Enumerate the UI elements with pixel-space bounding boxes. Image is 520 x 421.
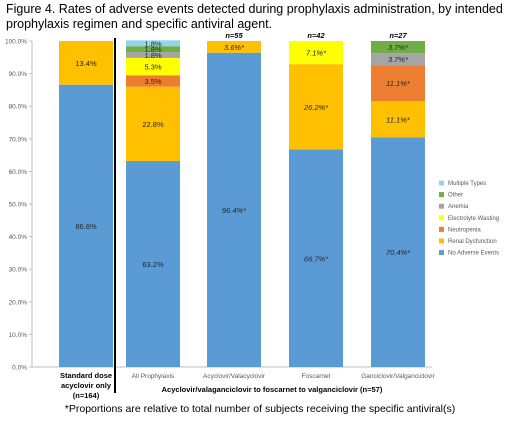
category-label: Acyclovir/Valacyclovir [203, 373, 266, 380]
legend-label: Multiple Types [448, 181, 486, 187]
category-label: All Prophylaxis [132, 373, 175, 380]
category-label: (n=164) [73, 391, 100, 400]
legend-label: Electrolyte Wasting [448, 216, 499, 222]
data-label: 1.8% [144, 45, 161, 54]
legend-swatch [439, 203, 444, 209]
bar-segment [207, 52, 261, 368]
data-label: 22.8% [142, 120, 164, 129]
y-tick-label: 80.0% [9, 104, 28, 111]
y-tick-label: 10.0% [9, 332, 28, 339]
y-tick-label: 50.0% [9, 202, 28, 209]
legend-label: Other [448, 193, 463, 199]
figure-footnote: *Proportions are relative to total numbe… [64, 403, 456, 415]
data-label: 11.1%* [386, 79, 411, 88]
y-tick-label: 0.0% [12, 365, 27, 372]
bar-segment [207, 41, 261, 53]
bar-segment [126, 52, 180, 58]
n-label: n=42 [307, 31, 325, 40]
data-label: 86.6% [75, 222, 97, 231]
category-label: Ganciclovir/Valganciclovir [361, 373, 435, 380]
legend-swatch [439, 180, 444, 186]
bar-segment [126, 57, 180, 76]
legend-swatch [439, 250, 444, 256]
n-label: n=55 [225, 31, 243, 40]
legend-swatch [439, 226, 444, 232]
data-label: 3.7%* [388, 55, 409, 64]
data-label: 96.4%* [222, 206, 247, 215]
y-tick-label: 60.0% [9, 169, 28, 176]
bar-segment [289, 64, 343, 150]
y-tick-label: 30.0% [9, 267, 28, 274]
data-label: 1.8% [144, 51, 161, 60]
category-label: acyclovir only [61, 381, 112, 390]
category-label: Standard dose [60, 371, 112, 380]
y-tick-label: 40.0% [9, 234, 28, 241]
bar-segment [126, 46, 180, 53]
n-label: n=27 [389, 31, 407, 40]
bar-segment [59, 84, 113, 368]
bar-segment [371, 137, 425, 367]
bar-segment [126, 160, 180, 367]
bar-segment [371, 41, 425, 54]
bar-segment [126, 75, 180, 87]
data-label: 13.4% [75, 59, 97, 68]
bar-segment [371, 53, 425, 66]
bar-segment [289, 149, 343, 367]
data-label: 3.6%* [224, 43, 245, 52]
data-label: 70.4%* [386, 248, 411, 257]
legend-label: Renal Dysfunction [448, 239, 497, 245]
legend-swatch [439, 238, 444, 244]
y-tick-label: 20.0% [9, 299, 28, 306]
data-label: 3.7%* [388, 43, 409, 52]
group-label: Acyclovir/valaganciclovir to foscarnet t… [162, 385, 383, 394]
figure-caption: Figure 4. Rates of adverse events detect… [6, 2, 503, 31]
data-label: 1.8% [144, 39, 161, 48]
data-label: 3.5% [144, 77, 161, 86]
category-label: Foscarnet [302, 373, 331, 380]
data-label: 11.1%* [386, 115, 411, 124]
data-label: 7.1%* [306, 49, 327, 58]
bar-segment [371, 101, 425, 138]
bar-segment [126, 86, 180, 161]
legend-label: No Adverse Events [448, 251, 499, 257]
data-label: 26.2%* [303, 103, 329, 112]
bar-segment [371, 65, 425, 102]
legend-label: Anemia [448, 204, 469, 210]
y-tick-label: 70.0% [9, 136, 28, 143]
data-label: 66.7%* [304, 254, 329, 263]
data-label: 5.3% [144, 63, 161, 72]
bar-segment [289, 41, 343, 65]
bar-segment [59, 41, 113, 85]
legend-swatch [439, 192, 444, 198]
bar-segment [126, 40, 180, 47]
legend-label: Neutropenia [448, 227, 481, 233]
legend-swatch [439, 215, 444, 221]
y-tick-label: 100.0% [5, 39, 27, 46]
y-tick-label: 90.0% [9, 71, 28, 78]
data-label: 63.2% [142, 260, 164, 269]
